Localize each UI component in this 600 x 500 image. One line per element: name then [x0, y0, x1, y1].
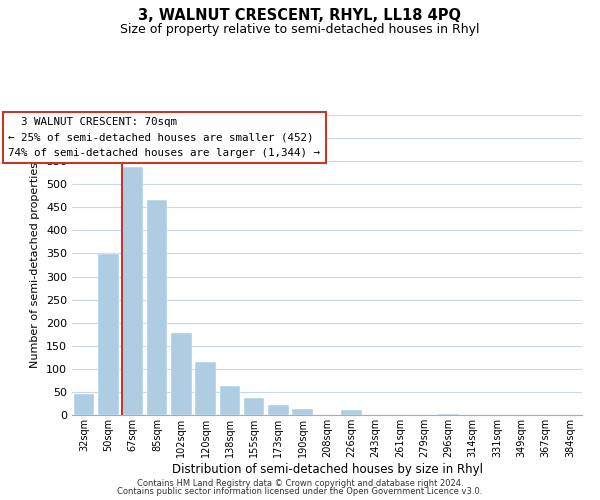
X-axis label: Distribution of semi-detached houses by size in Rhyl: Distribution of semi-detached houses by … — [172, 462, 482, 475]
Bar — [98, 254, 119, 415]
Text: Size of property relative to semi-detached houses in Rhyl: Size of property relative to semi-detach… — [120, 22, 480, 36]
Text: Contains HM Land Registry data © Crown copyright and database right 2024.: Contains HM Land Registry data © Crown c… — [137, 478, 463, 488]
Text: 3, WALNUT CRESCENT, RHYL, LL18 4PQ: 3, WALNUT CRESCENT, RHYL, LL18 4PQ — [139, 8, 461, 22]
Text: 3 WALNUT CRESCENT: 70sqm  
← 25% of semi-detached houses are smaller (452)
74% o: 3 WALNUT CRESCENT: 70sqm ← 25% of semi-d… — [8, 118, 320, 158]
Bar — [341, 410, 362, 415]
Bar — [122, 167, 143, 415]
Bar — [74, 394, 94, 415]
Y-axis label: Number of semi-detached properties: Number of semi-detached properties — [31, 162, 40, 368]
Bar — [195, 362, 216, 415]
Bar — [146, 200, 167, 415]
Bar — [244, 398, 265, 415]
Bar — [171, 333, 191, 415]
Bar — [438, 414, 459, 415]
Text: Contains public sector information licensed under the Open Government Licence v3: Contains public sector information licen… — [118, 487, 482, 496]
Bar — [268, 405, 289, 415]
Bar — [220, 386, 240, 415]
Bar — [292, 408, 313, 415]
